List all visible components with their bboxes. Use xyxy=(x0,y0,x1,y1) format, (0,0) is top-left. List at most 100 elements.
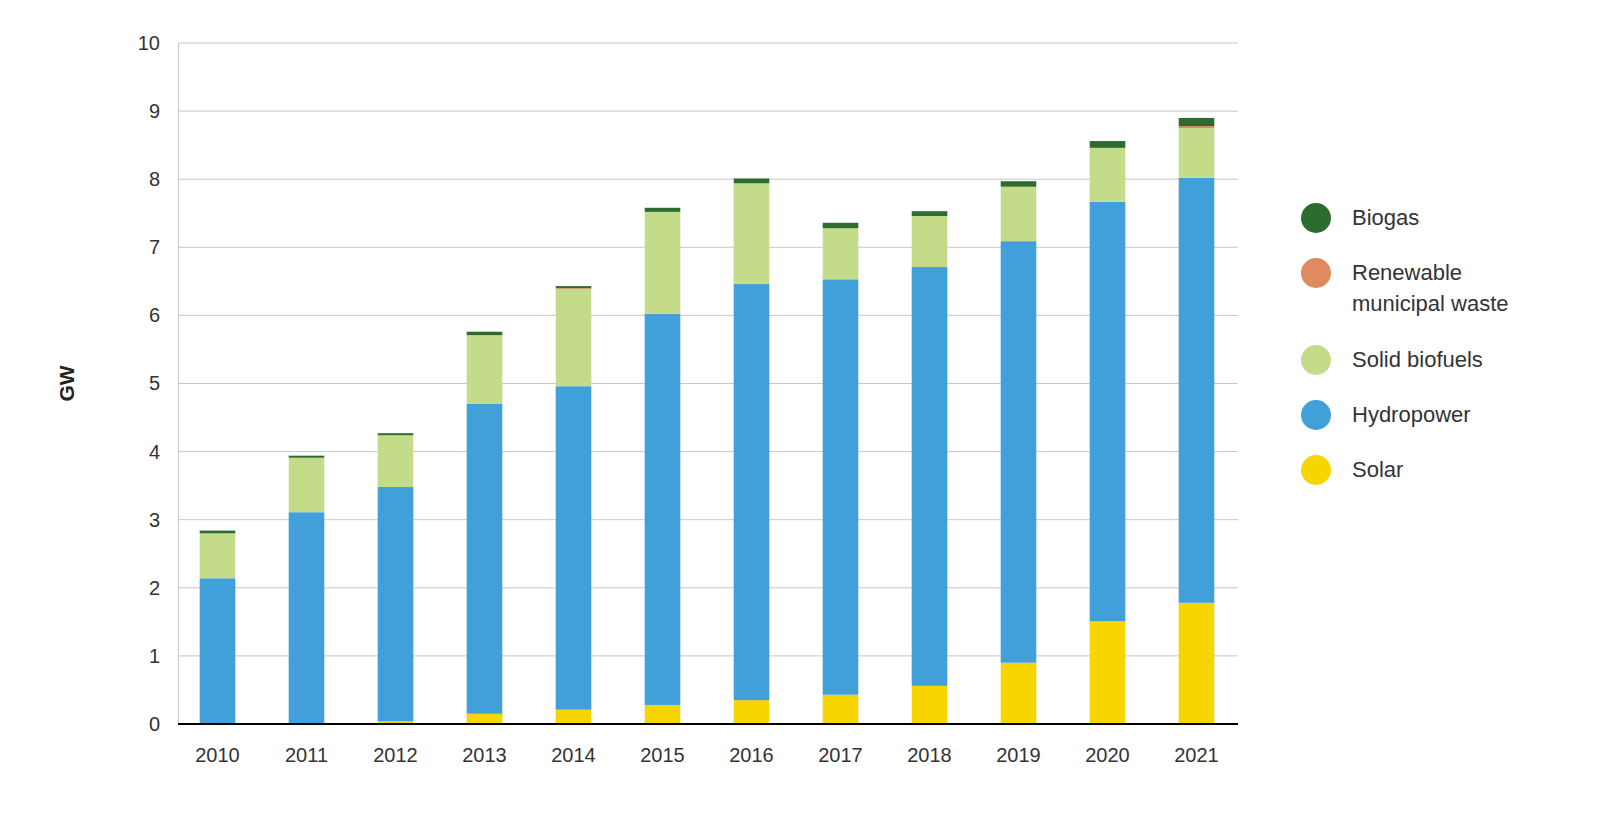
y-tick: 5 xyxy=(149,372,178,394)
x-tick-label: 2018 xyxy=(907,744,952,766)
bar xyxy=(734,700,770,724)
x-tick-label: 2014 xyxy=(551,744,596,766)
legend-label: Solar xyxy=(1352,457,1403,482)
bar xyxy=(823,695,859,724)
x-tick-label: 2011 xyxy=(285,744,328,766)
x-tick-label: 2010 xyxy=(195,744,240,766)
x-tick-label: 2019 xyxy=(996,744,1041,766)
bar xyxy=(467,335,503,404)
bar xyxy=(912,267,948,686)
x-tick: 2012 xyxy=(373,724,418,766)
x-tick-label: 2020 xyxy=(1085,744,1130,766)
y-tick: 4 xyxy=(149,441,178,463)
bar xyxy=(378,435,414,487)
bar xyxy=(289,456,325,458)
bar xyxy=(734,284,770,700)
bar xyxy=(467,332,503,335)
series xyxy=(200,118,1215,533)
series xyxy=(200,178,1215,724)
legend-item: Solar xyxy=(1301,455,1403,485)
bar xyxy=(823,279,859,694)
y-axis: 012345678910 xyxy=(138,32,179,735)
y-tick: 0 xyxy=(149,713,178,735)
bar xyxy=(1090,621,1126,724)
bar xyxy=(1001,663,1037,724)
bar xyxy=(645,212,681,314)
y-tick-label: 1 xyxy=(149,645,160,667)
x-tick: 2020 xyxy=(1085,724,1130,766)
grid-line xyxy=(178,43,1238,44)
y-tick: 3 xyxy=(149,509,178,531)
x-tick: 2010 xyxy=(195,724,240,766)
x-tick: 2015 xyxy=(640,724,685,766)
legend-item: Biogas xyxy=(1301,203,1419,233)
bar xyxy=(1090,141,1126,148)
bar xyxy=(1001,187,1037,241)
bar xyxy=(645,705,681,724)
bar xyxy=(734,183,770,284)
legend: Biogas Renewablemunicipal waste Solid biof… xyxy=(1301,203,1509,485)
x-tick: 2021 xyxy=(1174,724,1219,766)
y-tick: 2 xyxy=(149,577,178,599)
legend-item: Renewablemunicipal waste xyxy=(1301,258,1509,316)
series xyxy=(556,126,1215,289)
x-tick: 2017 xyxy=(818,724,863,766)
x-tick-label: 2012 xyxy=(373,744,418,766)
bar xyxy=(378,487,414,721)
bar xyxy=(645,314,681,705)
bar xyxy=(556,289,592,386)
grid-line xyxy=(178,655,1238,656)
bar xyxy=(200,578,236,724)
bar xyxy=(1179,126,1215,128)
bar xyxy=(1001,241,1037,663)
grid-line xyxy=(178,179,1238,180)
legend-label: Biogas xyxy=(1352,205,1419,230)
x-tick: 2016 xyxy=(729,724,774,766)
bar xyxy=(467,714,503,724)
y-tick-label: 6 xyxy=(149,304,160,326)
bar xyxy=(1090,148,1126,202)
bar xyxy=(289,512,325,724)
bar xyxy=(1179,128,1215,178)
y-tick-label: 8 xyxy=(149,168,160,190)
grid-line xyxy=(178,519,1238,520)
y-tick-label: 10 xyxy=(138,32,160,54)
bar xyxy=(1179,178,1215,603)
grid-line xyxy=(178,383,1238,384)
x-tick-label: 2013 xyxy=(462,744,507,766)
y-tick: 6 xyxy=(149,304,178,326)
bar xyxy=(1179,118,1215,126)
x-tick: 2011 xyxy=(285,724,328,766)
bar xyxy=(378,433,414,435)
legend-label: Solid biofuels xyxy=(1352,347,1483,372)
bar xyxy=(912,211,948,216)
x-tick-label: 2015 xyxy=(640,744,685,766)
bar xyxy=(556,286,592,288)
y-axis-title: GW xyxy=(55,365,78,401)
bar xyxy=(467,404,503,714)
legend-swatch xyxy=(1301,400,1331,430)
legend-label: Hydropower xyxy=(1352,402,1471,427)
bars xyxy=(200,118,1215,724)
bar xyxy=(912,686,948,724)
y-tick-label: 5 xyxy=(149,372,160,394)
series xyxy=(378,603,1215,724)
grid-line xyxy=(178,247,1238,248)
grid xyxy=(178,43,1238,724)
legend-swatch xyxy=(1301,345,1331,375)
bar xyxy=(823,223,859,228)
y-tick-label: 9 xyxy=(149,100,160,122)
series xyxy=(200,128,1215,578)
grid-line xyxy=(178,587,1238,588)
bar xyxy=(289,458,325,512)
bar xyxy=(200,531,236,534)
y-tick-label: 4 xyxy=(149,441,160,463)
x-axis: 2010 2011 2012 2013 2014 2015 2016 2017 2018 2019… xyxy=(178,724,1238,766)
bar xyxy=(734,179,770,184)
bar xyxy=(823,228,859,279)
y-tick-label: 2 xyxy=(149,577,160,599)
legend-swatch xyxy=(1301,203,1331,233)
x-axis-line xyxy=(178,723,1238,725)
y-tick-label: 0 xyxy=(149,713,160,735)
grid-line xyxy=(178,724,1238,725)
